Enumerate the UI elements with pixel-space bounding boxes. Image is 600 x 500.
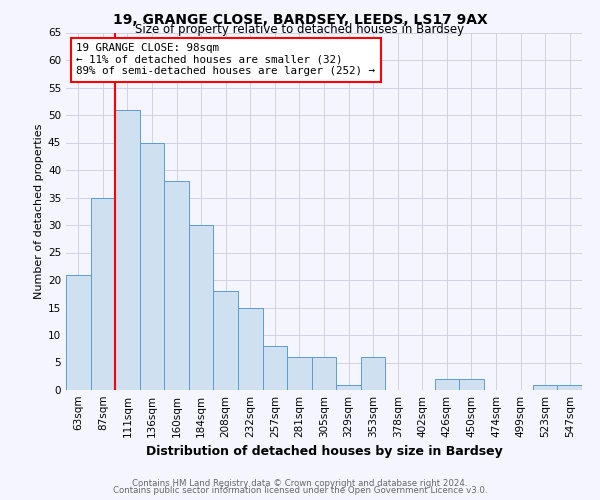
Bar xyxy=(557,384,582,390)
Bar xyxy=(238,308,263,390)
Bar xyxy=(263,346,287,390)
Bar xyxy=(66,274,91,390)
Text: Contains public sector information licensed under the Open Government Licence v3: Contains public sector information licen… xyxy=(113,486,487,495)
Bar xyxy=(336,384,361,390)
Y-axis label: Number of detached properties: Number of detached properties xyxy=(34,124,44,299)
Bar xyxy=(189,225,214,390)
Bar xyxy=(312,357,336,390)
Bar xyxy=(459,379,484,390)
Bar xyxy=(164,181,189,390)
Text: 19, GRANGE CLOSE, BARDSEY, LEEDS, LS17 9AX: 19, GRANGE CLOSE, BARDSEY, LEEDS, LS17 9… xyxy=(113,12,487,26)
Bar xyxy=(361,357,385,390)
Text: Size of property relative to detached houses in Bardsey: Size of property relative to detached ho… xyxy=(136,22,464,36)
Text: Contains HM Land Registry data © Crown copyright and database right 2024.: Contains HM Land Registry data © Crown c… xyxy=(132,478,468,488)
Bar xyxy=(140,142,164,390)
Text: 19 GRANGE CLOSE: 98sqm
← 11% of detached houses are smaller (32)
89% of semi-det: 19 GRANGE CLOSE: 98sqm ← 11% of detached… xyxy=(76,43,376,76)
Bar xyxy=(214,291,238,390)
Bar xyxy=(91,198,115,390)
Bar xyxy=(533,384,557,390)
Bar xyxy=(115,110,140,390)
X-axis label: Distribution of detached houses by size in Bardsey: Distribution of detached houses by size … xyxy=(146,446,502,458)
Bar xyxy=(434,379,459,390)
Bar xyxy=(287,357,312,390)
